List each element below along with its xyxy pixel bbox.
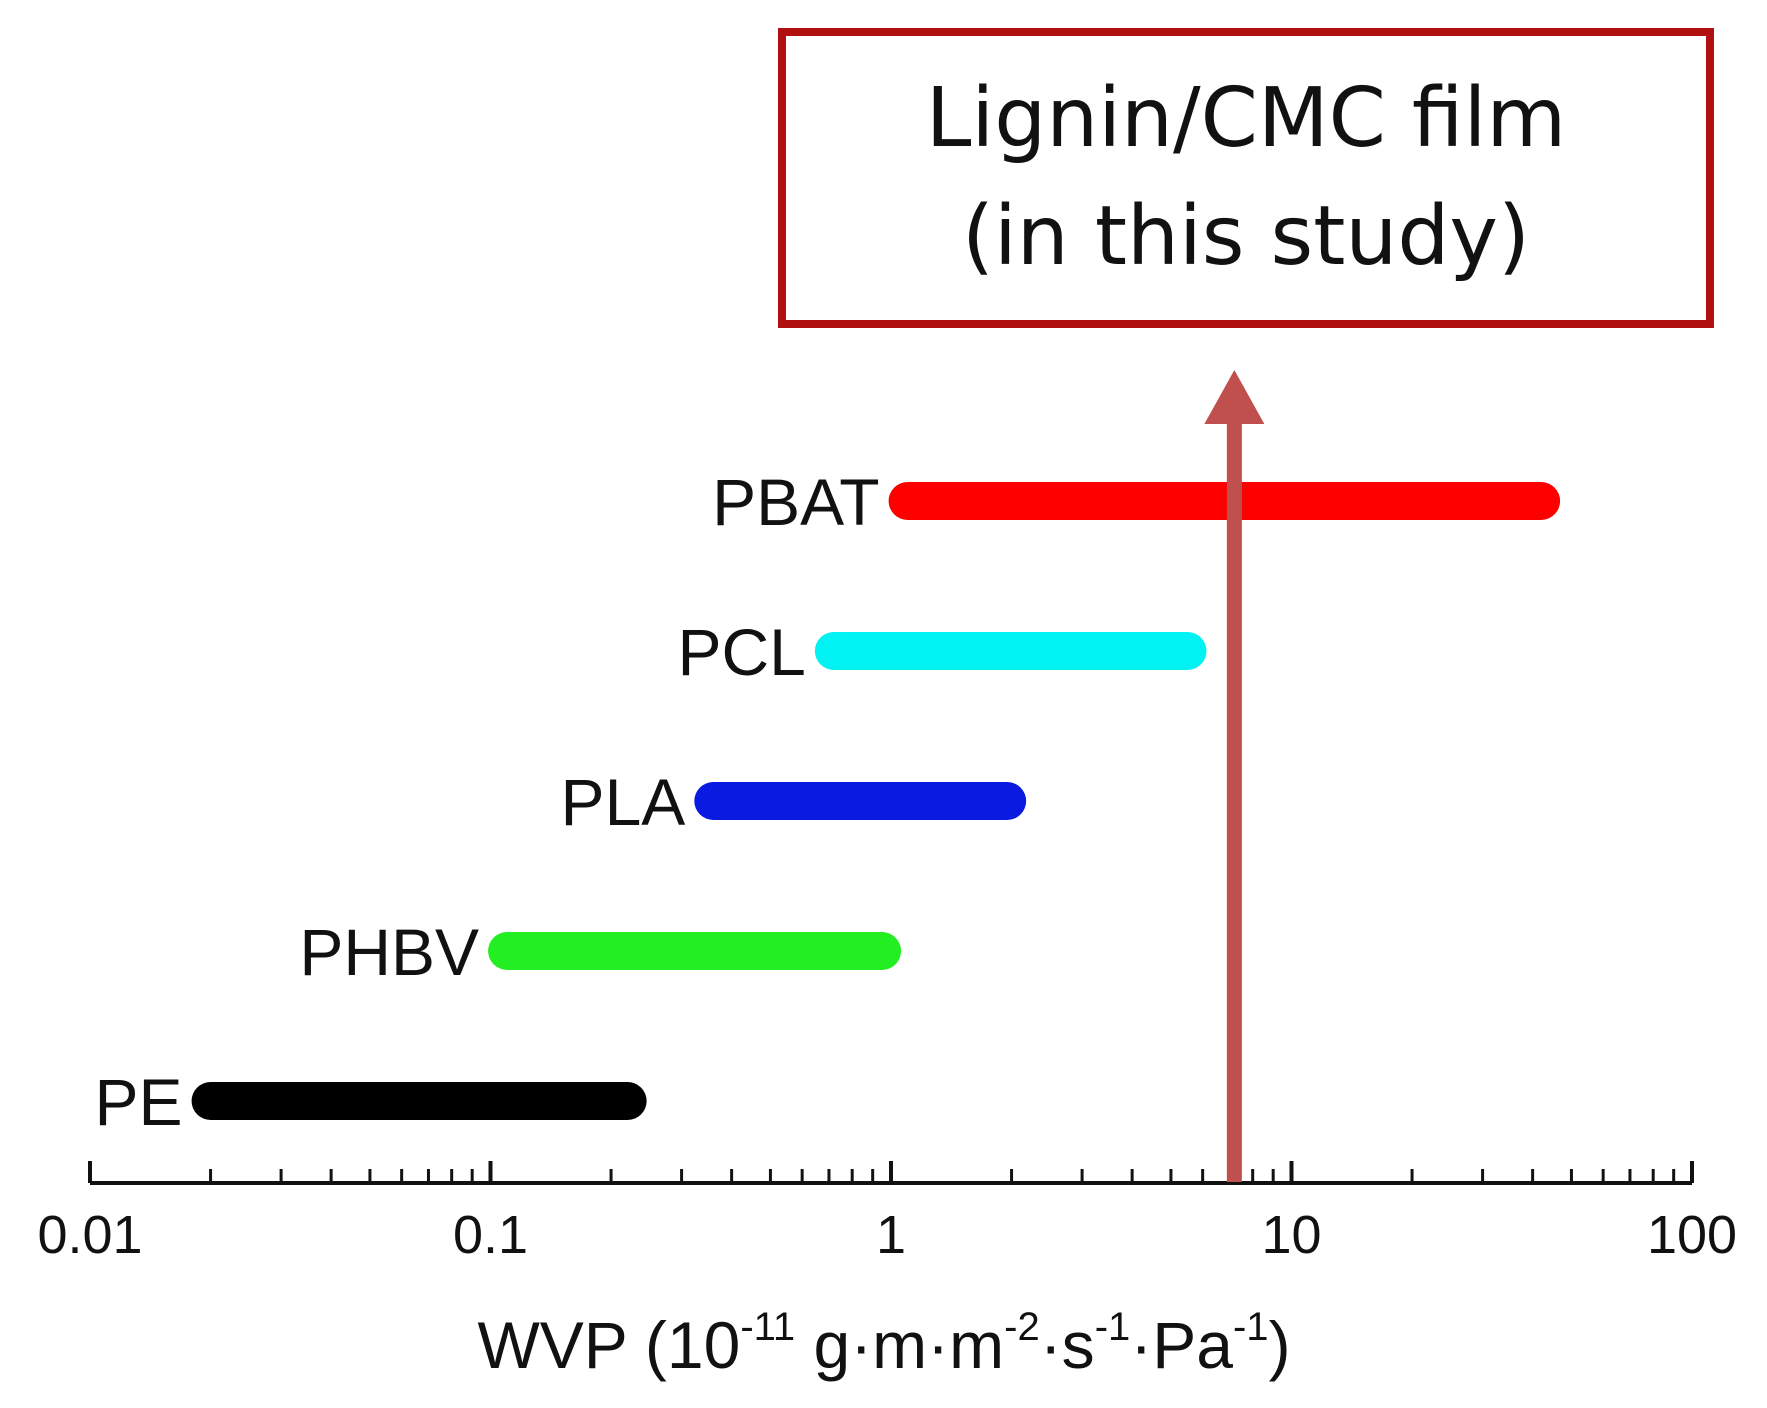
x-axis-label: WVP (10-11 g·m·m-2·s-1·Pa-1)	[477, 1305, 1290, 1382]
bar-label-pcl: PCL	[677, 615, 805, 689]
range-bars: PE PHBV PLA PCL PBAT	[95, 465, 1561, 1139]
bar-label-phbv: PHBV	[299, 915, 479, 989]
x-axis-label-mid2: ·s	[1040, 1308, 1095, 1382]
x-tick-label: 1	[876, 1205, 906, 1265]
x-axis-label-mid1: g·m·m	[795, 1308, 1004, 1382]
x-axis-label-exp1: -11	[740, 1305, 795, 1349]
callout-line-2: (in this study)	[962, 189, 1530, 284]
bar-label-pe: PE	[95, 1065, 183, 1139]
callout-line-1: Lignin/CMC film	[925, 71, 1567, 166]
study-callout-box: Lignin/CMC film (in this study)	[778, 28, 1714, 328]
x-axis-label-exp3: -1	[1095, 1305, 1131, 1349]
bar-label-pbat: PBAT	[712, 465, 879, 539]
x-tick-label: 100	[1647, 1205, 1737, 1265]
bar-label-pla: PLA	[561, 765, 686, 839]
x-tick-label: 10	[1261, 1205, 1321, 1265]
x-axis-label-exp2: -2	[1004, 1305, 1040, 1349]
x-axis-label-end: )	[1269, 1308, 1291, 1382]
marker-arrowhead	[1204, 370, 1265, 424]
x-tick-label: 0.01	[37, 1205, 142, 1265]
x-axis-label-base: WVP (10	[477, 1308, 740, 1382]
x-tick-label: 0.1	[453, 1205, 528, 1265]
x-axis-label-exp4: -1	[1233, 1305, 1269, 1349]
x-axis: 0.01 0.1 1 10 100	[37, 1161, 1737, 1265]
study-marker	[1204, 370, 1265, 1182]
x-axis-label-mid3: ·Pa	[1130, 1308, 1233, 1382]
